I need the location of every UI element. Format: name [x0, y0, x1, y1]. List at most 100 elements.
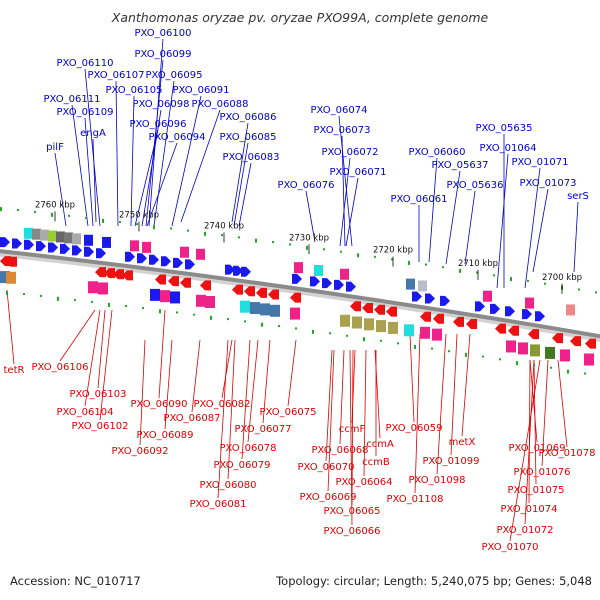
gene-label-pxo-06083[interactable]: PXO_06083	[223, 152, 280, 163]
gene-label-pxo-06082[interactable]: PXO_06082	[194, 399, 251, 410]
reverse-gene-arrow[interactable]	[362, 303, 373, 313]
forward-gene-arrow[interactable]	[522, 309, 532, 320]
feature-box[interactable]	[0, 271, 10, 284]
reverse-gene-arrow[interactable]	[290, 292, 301, 303]
feature-box[interactable]	[150, 288, 160, 301]
gene-label-pxo-06106[interactable]: PXO_06106	[32, 362, 89, 373]
forward-gene-arrow[interactable]	[137, 253, 147, 264]
forward-gene-arrow[interactable]	[535, 311, 545, 322]
forward-gene-arrow[interactable]	[36, 241, 46, 252]
gene-label-pxo-06076[interactable]: PXO_06076	[278, 180, 335, 191]
reverse-gene-arrow[interactable]	[200, 280, 211, 291]
feature-box[interactable]	[250, 302, 260, 315]
gene-label-pilf[interactable]: pilF	[46, 142, 64, 153]
forward-gene-arrow[interactable]	[149, 254, 159, 265]
gene-label-pxo-01098[interactable]: PXO_01098	[409, 475, 466, 486]
feature-box[interactable]	[98, 282, 108, 295]
gene-label-pxo-01070[interactable]: PXO_01070	[482, 542, 539, 553]
gene-label-pxo-06110[interactable]: PXO_06110	[57, 58, 114, 69]
gene-label-pxo-06078[interactable]: PXO_06078	[220, 443, 277, 454]
gene-label-pxo-06068[interactable]: PXO_06068	[312, 445, 369, 456]
gene-label-pxo-01072[interactable]: PXO_01072	[497, 525, 554, 536]
reverse-gene-arrow[interactable]	[374, 304, 385, 315]
forward-gene-arrow[interactable]	[233, 265, 243, 276]
gene-label-pxo-06059[interactable]: PXO_06059	[386, 423, 443, 434]
gene-label-pxo-06104[interactable]: PXO_06104	[57, 407, 114, 418]
feature-box[interactable]	[170, 291, 180, 304]
reverse-gene-arrow[interactable]	[386, 306, 397, 317]
gene-label-pxo-06100[interactable]: PXO_06100	[135, 28, 192, 39]
forward-gene-arrow[interactable]	[48, 242, 58, 253]
feature-box[interactable]	[102, 236, 111, 248]
gene-label-pxo-05635[interactable]: PXO_05635	[476, 123, 533, 134]
gene-label-pxo-01099[interactable]: PXO_01099	[423, 456, 480, 467]
gene-label-pxo-01064[interactable]: PXO_01064	[480, 143, 537, 154]
forward-gene-arrow[interactable]	[0, 237, 10, 248]
forward-gene-arrow[interactable]	[225, 264, 235, 275]
feature-box[interactable]	[506, 340, 516, 353]
feature-box[interactable]	[40, 229, 49, 241]
feature-box[interactable]	[72, 233, 81, 245]
gene-label-pxo-06103[interactable]: PXO_06103	[70, 389, 127, 400]
forward-gene-arrow[interactable]	[173, 257, 183, 268]
gene-label-tetr[interactable]: tetR	[4, 365, 25, 376]
forward-gene-arrow[interactable]	[310, 276, 320, 287]
feature-box[interactable]	[418, 280, 427, 292]
gene-label-pxo-06091[interactable]: PXO_06091	[173, 85, 230, 96]
feature-box[interactable]	[64, 232, 73, 244]
gene-label-pxo-06070[interactable]: PXO_06070	[298, 462, 355, 473]
reverse-gene-arrow[interactable]	[570, 336, 581, 347]
forward-gene-arrow[interactable]	[12, 238, 22, 249]
gene-label-pxo-06064[interactable]: PXO_06064	[336, 477, 393, 488]
feature-box[interactable]	[294, 262, 303, 274]
reverse-gene-arrow[interactable]	[256, 287, 267, 298]
feature-box[interactable]	[566, 304, 575, 316]
feature-box[interactable]	[406, 278, 415, 290]
feature-box[interactable]	[376, 320, 386, 333]
gene-label-ccmb[interactable]: ccmB	[362, 457, 390, 468]
forward-gene-arrow[interactable]	[96, 248, 106, 259]
gene-label-metx[interactable]: metX	[449, 437, 476, 448]
feature-box[interactable]	[142, 241, 151, 253]
gene-label-ccma[interactable]: ccmA	[366, 439, 394, 450]
gene-label-pxo-06102[interactable]: PXO_06102	[72, 421, 129, 432]
gene-label-ccmf[interactable]: ccmF	[339, 424, 366, 435]
reverse-gene-arrow[interactable]	[552, 333, 563, 344]
gene-label-pxo-01074[interactable]: PXO_01074	[501, 504, 558, 515]
feature-box[interactable]	[404, 324, 414, 337]
forward-gene-arrow[interactable]	[505, 306, 515, 317]
gene-label-pxo-01078[interactable]: PXO_01078	[539, 448, 596, 459]
gene-label-pxo-01069[interactable]: PXO_01069	[509, 443, 566, 454]
feature-box[interactable]	[32, 228, 41, 240]
feature-box[interactable]	[314, 264, 323, 276]
gene-label-pxo-06088[interactable]: PXO_06088	[192, 99, 249, 110]
reverse-gene-arrow[interactable]	[95, 267, 106, 278]
reverse-gene-arrow[interactable]	[180, 277, 191, 288]
forward-gene-arrow[interactable]	[84, 246, 94, 257]
feature-box[interactable]	[483, 290, 492, 302]
feature-box[interactable]	[545, 346, 555, 359]
forward-gene-arrow[interactable]	[412, 291, 422, 302]
gene-label-pxo-06111[interactable]: PXO_06111	[44, 94, 101, 105]
feature-box[interactable]	[260, 303, 270, 316]
forward-gene-arrow[interactable]	[24, 239, 34, 250]
gene-label-pxo-06090[interactable]: PXO_06090	[131, 399, 188, 410]
feature-box[interactable]	[6, 271, 16, 284]
gene-label-pxo-06107[interactable]: PXO_06107	[88, 70, 145, 81]
gene-label-pxo-01108[interactable]: PXO_01108	[387, 494, 444, 505]
gene-label-pxo-06061[interactable]: PXO_06061	[391, 194, 448, 205]
gene-label-pxo-06080[interactable]: PXO_06080	[200, 480, 257, 491]
feature-box[interactable]	[352, 316, 362, 329]
gene-label-pxo-01076[interactable]: PXO_01076	[514, 467, 571, 478]
gene-label-pxo-06095[interactable]: PXO_06095	[146, 70, 203, 81]
gene-label-pxo-05636[interactable]: PXO_05636	[447, 180, 504, 191]
forward-gene-arrow[interactable]	[425, 293, 435, 304]
feature-box[interactable]	[48, 230, 57, 242]
reverse-gene-arrow[interactable]	[453, 316, 464, 327]
gene-label-pxo-06094[interactable]: PXO_06094	[149, 132, 206, 143]
gene-label-pxo-06085[interactable]: PXO_06085	[220, 132, 277, 143]
feature-box[interactable]	[340, 314, 350, 327]
feature-box[interactable]	[205, 295, 215, 308]
reverse-gene-arrow[interactable]	[508, 325, 519, 336]
gene-label-pxo-06077[interactable]: PXO_06077	[235, 424, 292, 435]
